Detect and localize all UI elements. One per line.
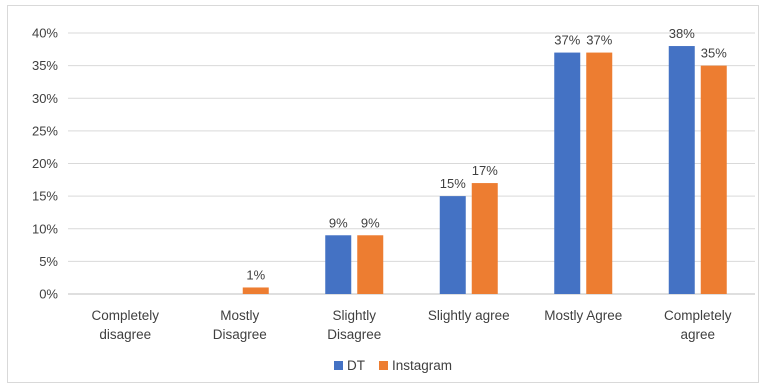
data-label: 9% <box>361 215 380 230</box>
y-tick-label: 0% <box>39 287 58 302</box>
bar-instagram <box>357 235 384 294</box>
x-tick-label: Disagree <box>327 327 381 342</box>
legend-label: DT <box>347 358 365 373</box>
x-tick-label: Completely <box>91 308 159 323</box>
x-tick-label: disagree <box>99 327 151 342</box>
y-tick-label: 5% <box>39 254 58 269</box>
bar-instagram <box>586 52 613 295</box>
bar-dt <box>325 235 352 294</box>
legend-swatch <box>334 361 343 370</box>
y-tick-label: 10% <box>32 221 58 236</box>
y-tick-label: 40% <box>32 26 58 41</box>
data-label: 37% <box>586 33 612 48</box>
bar-instagram <box>471 183 498 294</box>
bar-dt <box>439 196 466 294</box>
x-tick-label: Slightly agree <box>428 308 510 323</box>
bar-instagram <box>242 287 269 294</box>
data-label: 17% <box>472 163 498 178</box>
x-tick-label: Mostly Agree <box>544 308 622 323</box>
x-tick-label: Disagree <box>213 327 267 342</box>
y-tick-label: 15% <box>32 189 58 204</box>
data-label: 15% <box>440 176 466 191</box>
y-tick-label: 25% <box>32 123 58 138</box>
data-label: 9% <box>329 215 348 230</box>
legend-swatch <box>379 361 388 370</box>
data-label: 38% <box>669 26 695 41</box>
y-tick-label: 20% <box>32 156 58 171</box>
bar-dt <box>554 52 581 295</box>
legend-label: Instagram <box>392 358 452 373</box>
y-tick-label: 30% <box>32 91 58 106</box>
x-tick-label: Completely <box>664 308 732 323</box>
y-tick-label: 35% <box>32 58 58 73</box>
bar-dt <box>668 46 695 294</box>
x-tick-label: Slightly <box>332 308 376 323</box>
chart-frame <box>7 5 759 383</box>
data-label: 35% <box>701 46 727 61</box>
bar-instagram <box>700 65 727 294</box>
x-tick-label: Mostly <box>220 308 259 323</box>
data-label: 1% <box>246 267 265 282</box>
data-label: 37% <box>554 33 580 48</box>
x-tick-label: agree <box>680 327 715 342</box>
